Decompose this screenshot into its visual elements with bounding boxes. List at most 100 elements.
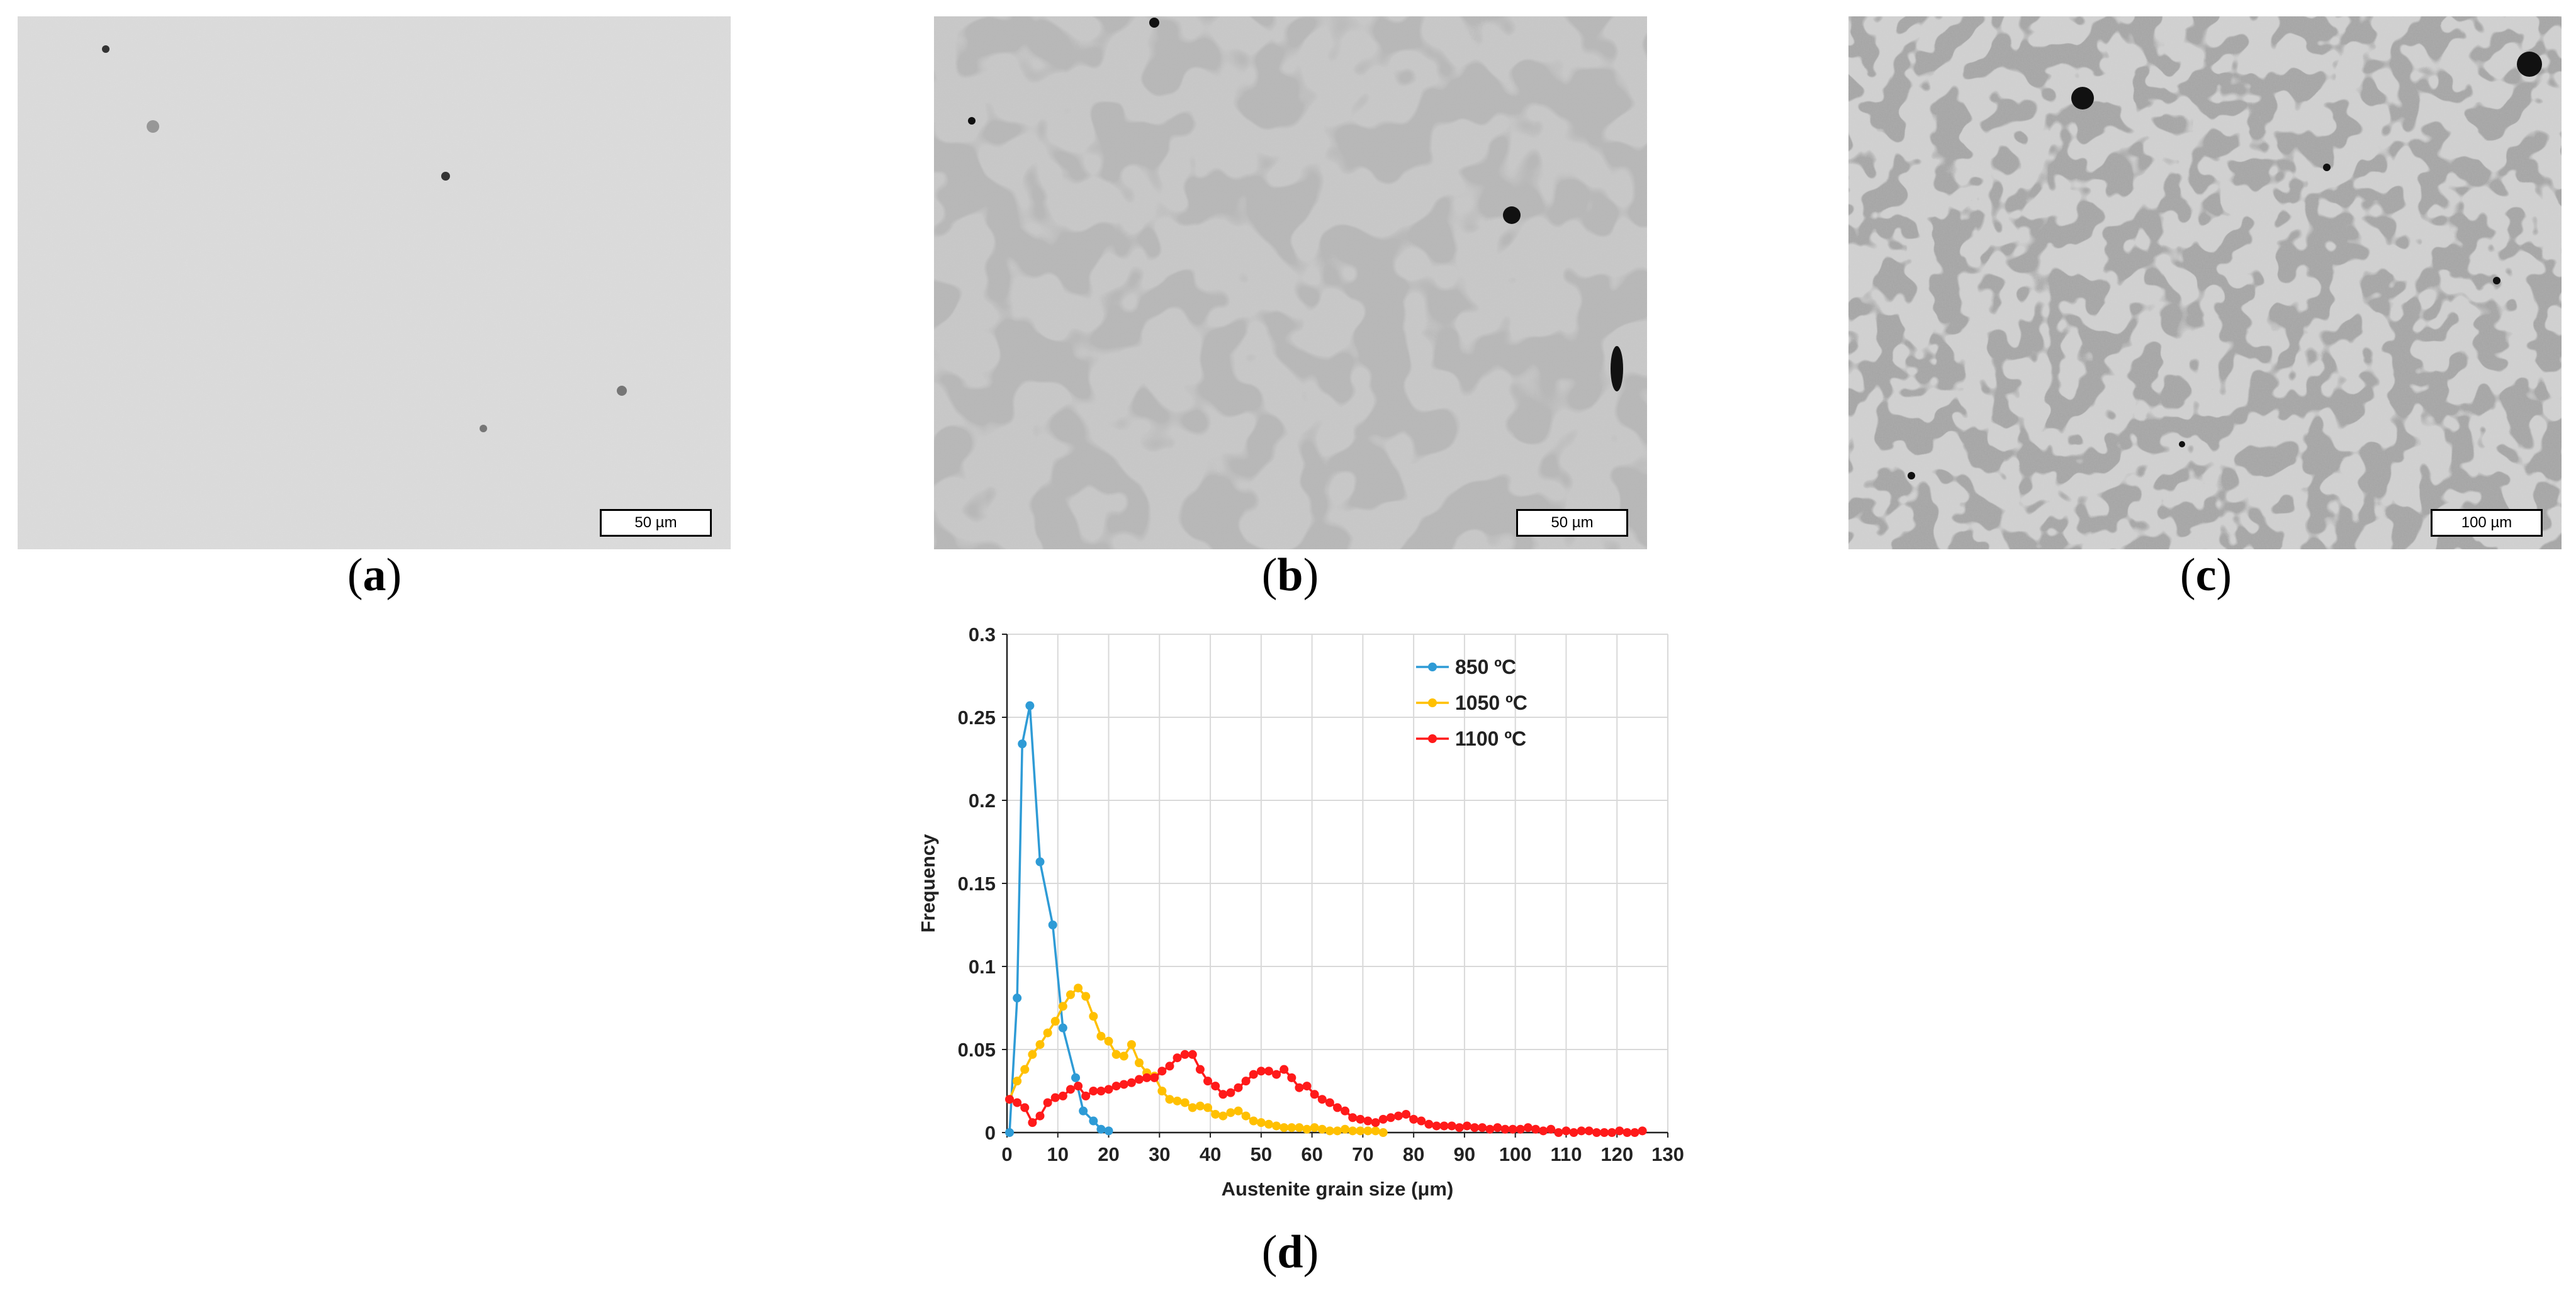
data-point xyxy=(1577,1126,1586,1136)
y-axis-title: Frequency xyxy=(917,834,939,933)
y-tick-label: 0.05 xyxy=(958,1039,996,1061)
data-point xyxy=(1546,1124,1556,1134)
data-point xyxy=(1462,1121,1471,1131)
data-point xyxy=(1195,1065,1205,1074)
x-tick-label: 30 xyxy=(1149,1143,1170,1165)
data-point xyxy=(1333,1103,1342,1112)
data-point xyxy=(1096,1124,1106,1134)
data-point xyxy=(1157,1066,1167,1076)
data-point xyxy=(1035,1111,1045,1121)
data-point xyxy=(1623,1128,1632,1137)
data-point xyxy=(1058,1023,1067,1033)
data-point xyxy=(1256,1118,1266,1128)
y-tick-label: 0.15 xyxy=(958,873,996,895)
scale-bar-b: 50 µm xyxy=(1516,509,1628,537)
data-point xyxy=(1561,1126,1571,1136)
y-tick-label: 0.1 xyxy=(969,956,996,978)
data-point xyxy=(1317,1124,1327,1134)
data-point xyxy=(1295,1083,1304,1092)
data-point xyxy=(1454,1123,1464,1133)
data-point xyxy=(1020,1103,1030,1112)
data-point xyxy=(1005,1128,1015,1137)
scale-bar-b-label: 50 µm xyxy=(1551,514,1594,531)
data-point xyxy=(1348,1113,1358,1122)
x-tick-label: 20 xyxy=(1098,1143,1119,1165)
data-point xyxy=(1592,1128,1601,1137)
panel-label-d: (d) xyxy=(1261,1226,1319,1278)
legend-entry: 1100 ºC xyxy=(1455,727,1526,750)
data-point xyxy=(1104,1085,1113,1094)
legend-swatch-marker xyxy=(1428,663,1437,671)
data-point xyxy=(1600,1128,1609,1137)
x-tick-label: 50 xyxy=(1251,1143,1272,1165)
x-tick-label: 40 xyxy=(1200,1143,1221,1165)
data-point xyxy=(1393,1111,1403,1121)
data-point xyxy=(1256,1066,1266,1076)
data-point xyxy=(1081,1091,1091,1100)
data-point xyxy=(1074,983,1083,993)
y-tick-label: 0 xyxy=(985,1122,996,1144)
data-point xyxy=(1310,1090,1319,1099)
data-point xyxy=(1005,1095,1015,1104)
data-point xyxy=(1439,1121,1449,1131)
data-point xyxy=(1500,1124,1510,1134)
data-point xyxy=(1539,1126,1548,1136)
y-tick-label: 0.3 xyxy=(969,624,996,646)
data-point xyxy=(1325,1126,1334,1136)
legend-entry: 1050 ºC xyxy=(1455,691,1527,714)
data-point xyxy=(1447,1121,1456,1131)
data-point xyxy=(1104,1126,1113,1136)
x-tick-label: 130 xyxy=(1651,1143,1684,1165)
data-point xyxy=(1203,1077,1213,1086)
data-point xyxy=(1363,1126,1373,1136)
x-tick-label: 90 xyxy=(1454,1143,1475,1165)
data-point xyxy=(1066,990,1075,999)
data-point xyxy=(1371,1126,1380,1136)
chart-svg: 0 10 20 30 40 50 60 70 80 90 100 110 120 130 0 0.05 0.1 0… xyxy=(917,624,1684,1200)
panel-letter-b: b xyxy=(1277,549,1303,601)
data-point xyxy=(1119,1051,1128,1061)
data-point xyxy=(1013,1077,1022,1086)
data-point xyxy=(1173,1096,1182,1105)
data-point xyxy=(1234,1083,1243,1092)
data-point xyxy=(1264,1066,1273,1076)
data-point xyxy=(1241,1077,1251,1086)
data-point xyxy=(1028,1118,1037,1128)
data-point xyxy=(1249,1070,1258,1079)
x-tick-label: 110 xyxy=(1550,1143,1582,1165)
data-point xyxy=(1079,1106,1088,1116)
data-point xyxy=(1157,1087,1167,1095)
data-point xyxy=(1287,1123,1296,1133)
x-tick-label: 70 xyxy=(1352,1143,1373,1165)
grain-size-distribution-chart: 0 10 20 30 40 50 60 70 80 90 100 110 120 130 0 0.05 0.1 0… xyxy=(894,617,1687,1208)
scale-bar-c: 100 µm xyxy=(2431,509,2543,537)
scale-bar-a-label: 50 µm xyxy=(634,514,677,531)
data-point xyxy=(1424,1119,1434,1129)
panel-letter-c: c xyxy=(2195,549,2217,601)
y-tick-label: 0.2 xyxy=(969,790,996,812)
data-point xyxy=(1409,1114,1419,1124)
micrograph-a-image xyxy=(18,16,731,549)
data-point xyxy=(1104,1036,1113,1046)
data-point xyxy=(1607,1128,1617,1137)
data-point xyxy=(1226,1108,1235,1117)
x-tick-label: 10 xyxy=(1047,1143,1069,1165)
panel-label-a: (a) xyxy=(347,549,402,601)
x-tick-label: 100 xyxy=(1499,1143,1532,1165)
data-point xyxy=(1180,1050,1190,1059)
data-point xyxy=(1234,1106,1243,1116)
legend-entry: 850 ºC xyxy=(1455,656,1516,678)
data-point xyxy=(1050,1093,1060,1102)
panel-label-c: (c) xyxy=(2179,549,2232,601)
data-point xyxy=(1089,1012,1098,1021)
data-point xyxy=(1310,1123,1319,1133)
data-point xyxy=(1013,994,1022,1003)
data-point xyxy=(1371,1118,1380,1128)
micrograph-c-image xyxy=(1848,16,2562,549)
data-point xyxy=(1531,1124,1540,1134)
data-point xyxy=(1142,1073,1152,1082)
panel-letter-a: a xyxy=(363,549,386,601)
data-point xyxy=(1096,1087,1106,1095)
data-point xyxy=(1554,1128,1563,1137)
series-1050-ºC xyxy=(1005,983,1388,1137)
